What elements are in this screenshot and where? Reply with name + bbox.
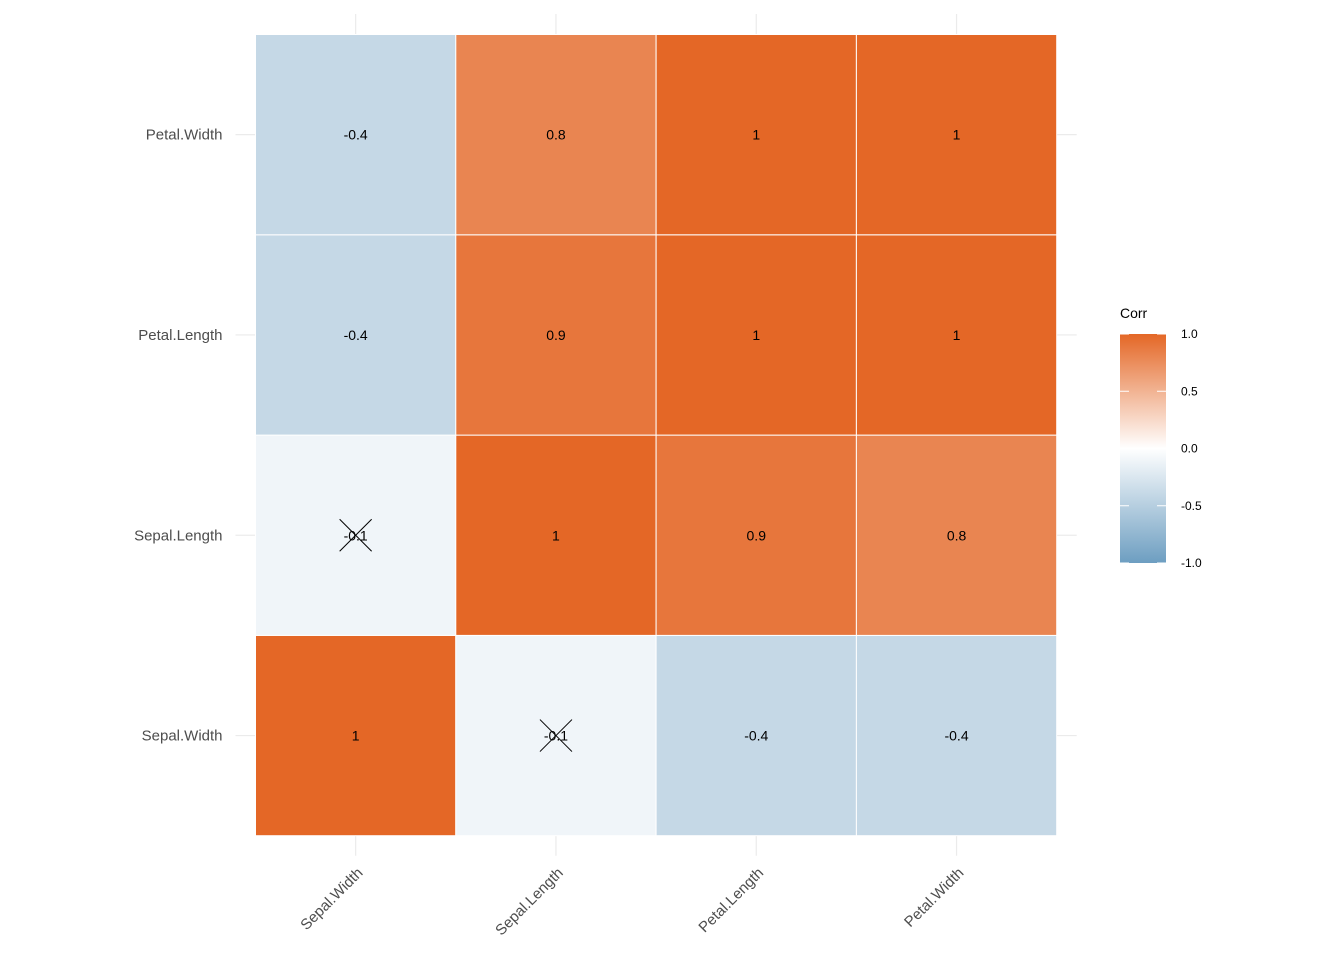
y-tick-label: Petal.Width bbox=[146, 127, 223, 144]
y-tick-label: Sepal.Width bbox=[142, 728, 223, 745]
cell-value-label: 1 bbox=[352, 728, 360, 744]
legend-tick-label: 1.0 bbox=[1181, 327, 1198, 341]
cell-value-label: -0.4 bbox=[944, 728, 968, 744]
cell-value-label: 0.8 bbox=[947, 527, 967, 543]
heatmap-cell bbox=[455, 434, 657, 636]
legend-tick-label: -0.5 bbox=[1181, 499, 1202, 513]
cell-value-label: -0.4 bbox=[344, 327, 368, 343]
heatmap-cells bbox=[255, 34, 1058, 837]
cell-value-label: 1 bbox=[752, 327, 760, 343]
x-axis: Sepal.Width Sepal.Length Petal.Length Petal… bbox=[297, 865, 967, 940]
cell-value-label: -0.4 bbox=[344, 127, 368, 143]
insignificant-cross-mark bbox=[539, 719, 573, 752]
legend-tick-label: -1.0 bbox=[1181, 556, 1202, 570]
cell-value-label: 0.9 bbox=[747, 527, 767, 543]
cell-value-label: 1 bbox=[953, 127, 961, 143]
legend-tick-label: 0.5 bbox=[1181, 384, 1198, 398]
heatmap-cell bbox=[255, 634, 457, 837]
heatmap-cell bbox=[455, 34, 657, 236]
heatmap-cell bbox=[855, 634, 1058, 837]
insignificant-cross-mark bbox=[339, 518, 373, 552]
legend-tick-label: 0.0 bbox=[1181, 442, 1198, 456]
heatmap-cell bbox=[655, 34, 857, 236]
heatmap-cell bbox=[255, 234, 457, 436]
heatmap-cell bbox=[855, 34, 1058, 236]
cell-value-label: 1 bbox=[953, 327, 961, 343]
cell-labels: 1-0.1-0.4-0.4-0.110.90.8-0.40.911-0.40.8… bbox=[339, 127, 969, 752]
heatmap-cell bbox=[855, 434, 1058, 636]
x-tick-label: Petal.Width bbox=[901, 865, 967, 931]
heatmap-cell bbox=[655, 234, 857, 436]
x-tick-label: Petal.Length bbox=[695, 865, 767, 937]
y-tick-label: Petal.Length bbox=[138, 327, 222, 344]
legend-ticks: 1.0 0.5 0.0 -0.5 -1.0 bbox=[1120, 327, 1202, 570]
legend-title: Corr bbox=[1120, 305, 1148, 321]
legend: Corr 1.0 0.5 0.0 -0.5 -1.0 bbox=[1120, 305, 1202, 570]
cell-value-label: 0.9 bbox=[546, 327, 566, 343]
heatmap-cell bbox=[655, 634, 857, 837]
heatmap-cell bbox=[855, 234, 1058, 436]
cell-value-label: 1 bbox=[752, 127, 760, 143]
x-tick-label: Sepal.Length bbox=[492, 865, 567, 940]
x-tick-label: Sepal.Width bbox=[297, 865, 366, 934]
cell-value-label: 1 bbox=[552, 527, 560, 543]
cell-value-label: -0.4 bbox=[744, 728, 768, 744]
heatmap-cell bbox=[255, 34, 457, 236]
y-axis: Sepal.Width Sepal.Length Petal.Length Petal… bbox=[134, 127, 222, 745]
cell-value-label: 0.8 bbox=[546, 127, 566, 143]
y-tick-label: Sepal.Length bbox=[134, 527, 222, 544]
